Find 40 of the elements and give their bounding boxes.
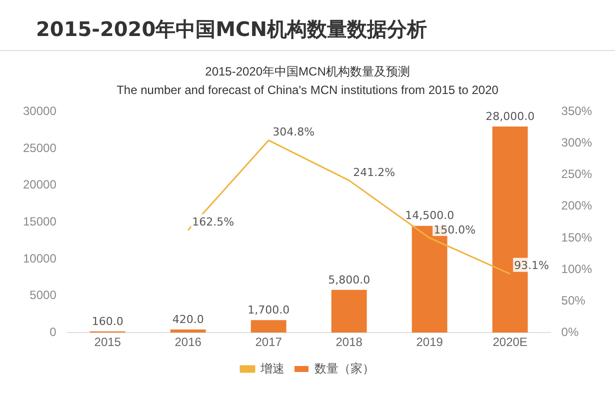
y2-tick-label: 250% xyxy=(561,167,592,182)
y2-tick-label: 100% xyxy=(561,262,592,276)
y2-tick-label: 300% xyxy=(561,136,592,150)
data-label: 241.2% xyxy=(353,166,396,179)
data-label: 162.5% xyxy=(192,215,234,228)
chart-title: 2015-2020年中国MCN机构数量数据分析 xyxy=(0,0,615,51)
data-label: 420.0 xyxy=(172,312,204,326)
chart-subtitle: 2015-2020年中国MCN机构数量及预测 xyxy=(205,64,410,79)
y-tick-label: 30000 xyxy=(22,104,57,118)
y-tick-label: 10000 xyxy=(22,251,57,266)
y2-tick-label: 0% xyxy=(561,324,579,339)
data-label: 304.8% xyxy=(272,126,315,139)
x-tick-label: 2017 xyxy=(255,335,282,350)
data-label: 28,000.0 xyxy=(486,110,535,123)
bar xyxy=(170,330,206,333)
bar xyxy=(250,320,286,333)
data-label: 160.0 xyxy=(92,314,124,328)
data-label: 14,500.0 xyxy=(405,209,454,222)
y-tick-label: 5000 xyxy=(30,288,57,302)
data-label: 1,700.0 xyxy=(248,303,290,316)
y2-tick-label: 150% xyxy=(561,230,592,244)
y-tick-label: 0 xyxy=(50,324,57,339)
x-tick-label: 2020E xyxy=(492,335,528,350)
y2-tick-label: 50% xyxy=(561,293,586,308)
y2-tick-label: 200% xyxy=(561,198,592,213)
bar xyxy=(331,290,367,333)
text: The number and forecast of China's MCN institutions from 2015 to 2020 xyxy=(116,82,499,97)
y-tick-label: 15000 xyxy=(22,214,57,229)
x-tick-label: 2016 xyxy=(174,335,202,350)
data-label: 5,800.0 xyxy=(328,273,370,286)
x-tick-label: 2019 xyxy=(416,335,444,350)
data-label: 150.0% xyxy=(434,223,476,236)
y-tick-label: 25000 xyxy=(22,140,57,155)
y-tick-label: 20000 xyxy=(22,178,57,192)
y2-tick-label: 350% xyxy=(561,104,592,118)
data-label: 93.1% xyxy=(514,259,550,272)
x-tick-label: 2015 xyxy=(94,335,122,350)
legend-label: 数量（家） xyxy=(314,361,374,376)
x-tick-label: 2018 xyxy=(336,335,363,350)
legend-label: 增速 xyxy=(260,361,284,376)
